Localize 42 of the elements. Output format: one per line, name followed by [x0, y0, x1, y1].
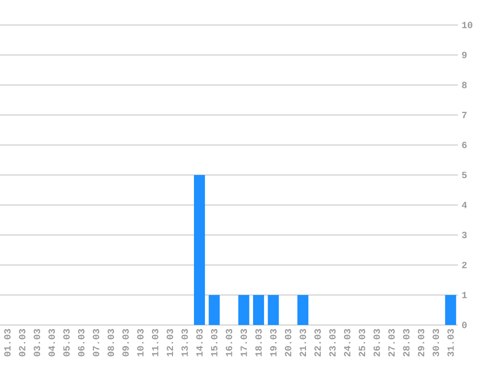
x-tick-label: 06.03	[78, 329, 84, 356]
x-tick-label: 05.03	[63, 329, 70, 356]
x-tick-label: 25.03	[358, 329, 366, 356]
x-tick-label: 16.03	[226, 329, 232, 356]
x-tick-label: 03.03	[34, 329, 40, 356]
y-tick-label: 9	[462, 52, 467, 58]
x-tick-label: 18.03	[255, 329, 262, 356]
x-tick-label: 02.03	[18, 329, 26, 356]
x-tick-label: 26.03	[374, 329, 380, 356]
y-tick-label: 3	[462, 232, 467, 238]
x-tick-label: 31.03	[447, 329, 454, 356]
x-tick-label: 04.03	[48, 329, 55, 356]
x-tick-label: 27.03	[388, 329, 395, 356]
x-tick-label: 23.03	[329, 329, 336, 356]
x-tick-label: 22.03	[314, 329, 321, 356]
y-tick-label: 4	[462, 202, 467, 208]
y-tick-label: 2	[462, 262, 467, 268]
x-tick-label: 19.03	[270, 329, 277, 356]
y-tick-label: 6	[462, 142, 467, 148]
x-tick-label: 29.03	[418, 329, 424, 356]
y-tick-label: 10	[462, 22, 472, 28]
x-tick-label: 01.03	[4, 329, 11, 356]
x-tick-label: 12.03	[166, 329, 174, 356]
x-tick-label: 24.03	[344, 329, 350, 356]
x-tick-label: 14.03	[196, 329, 203, 356]
x-tick-label: 07.03	[92, 329, 100, 356]
x-tick-label: 08.03	[108, 329, 114, 356]
x-tick-label: 30.03	[432, 329, 440, 356]
x-tick-label: 21.03	[300, 329, 306, 356]
y-tick-label: 1	[462, 292, 467, 298]
x-tick-label: 11.03	[152, 329, 158, 356]
x-tick-label: 28.03	[403, 329, 410, 356]
x-tick-label: 10.03	[137, 329, 144, 356]
x-tick-label: 09.03	[122, 329, 129, 356]
x-tick-label: 13.03	[181, 329, 188, 356]
x-tick-label: 15.03	[211, 329, 218, 356]
y-tick-label: 8	[462, 82, 467, 88]
x-tick-label: 20.03	[284, 329, 292, 356]
x-tick-label: 17.03	[240, 329, 247, 356]
y-tick-label: 5	[462, 172, 467, 178]
y-tick-label: 0	[462, 322, 467, 328]
y-tick-label: 7	[462, 112, 467, 118]
